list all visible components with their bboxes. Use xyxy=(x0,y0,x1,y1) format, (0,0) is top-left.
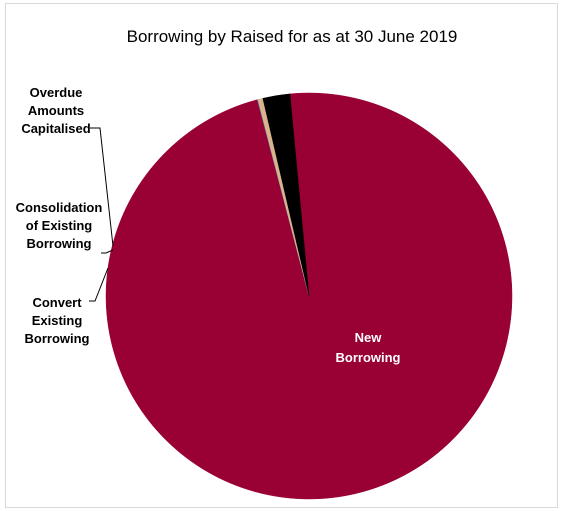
label-overdue: Overdue Amounts Capitalised xyxy=(21,85,90,136)
label-new-borrowing-line1: New xyxy=(355,330,383,345)
label-overdue-line2: Amounts xyxy=(28,103,84,118)
leader-line-convert xyxy=(89,267,109,302)
label-overdue-line1: Overdue xyxy=(30,85,83,100)
label-consolidation-line2: of Existing xyxy=(26,218,93,233)
pie-slices xyxy=(105,92,513,500)
label-convert-line1: Convert xyxy=(32,295,82,310)
slice-convert xyxy=(262,93,310,297)
chart-title: Borrowing by Raised for as at 30 June 20… xyxy=(127,27,458,46)
label-overdue-line3: Capitalised xyxy=(21,121,90,136)
label-convert: Convert Existing Borrowing xyxy=(25,295,90,346)
label-new-borrowing: New Borrowing xyxy=(336,330,401,365)
label-new-borrowing-line2: Borrowing xyxy=(336,350,401,365)
label-consolidation: Consolidation of Existing Borrowing xyxy=(16,200,103,251)
leader-line-overdue xyxy=(90,127,114,247)
label-consolidation-line3: Borrowing xyxy=(27,236,92,251)
label-consolidation-line1: Consolidation xyxy=(16,200,103,215)
label-convert-line3: Borrowing xyxy=(25,331,90,346)
leader-line-consolidation xyxy=(101,249,114,254)
label-convert-line2: Existing xyxy=(32,313,83,328)
